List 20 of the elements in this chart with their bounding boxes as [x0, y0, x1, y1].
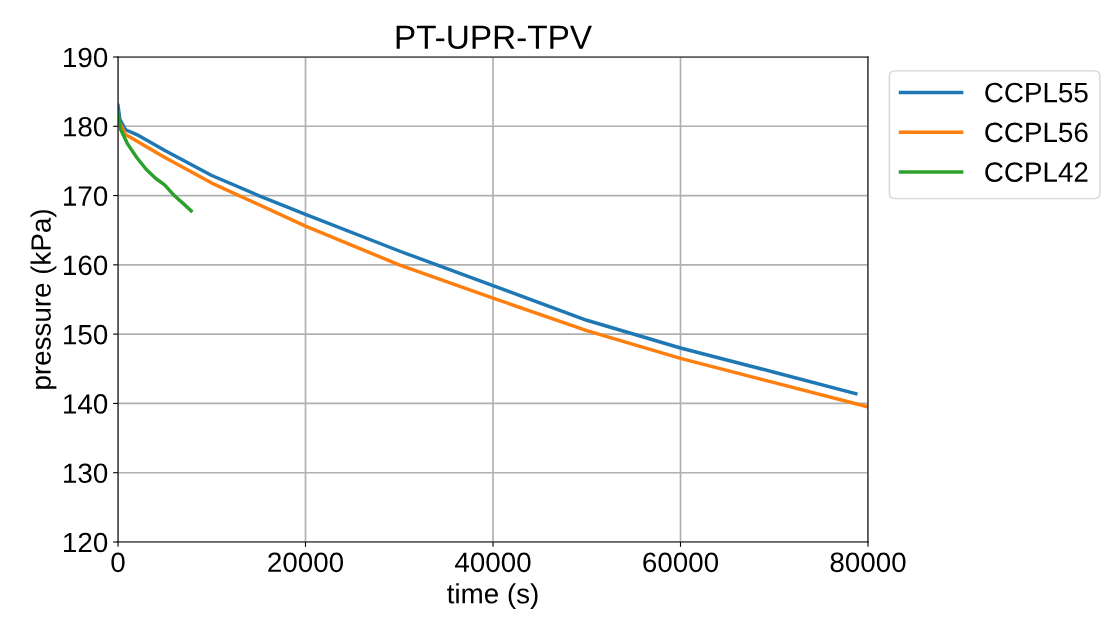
y-tick-label: 180: [64, 116, 108, 137]
y-tick-label: 170: [64, 186, 108, 206]
y-tick-label: 190: [64, 47, 108, 68]
legend-label: CCPL42: [985, 162, 1088, 182]
y-tick-label: 160: [64, 255, 108, 276]
y-axis-title: pressure (kPa): [30, 210, 57, 389]
y-tick-label: 150: [64, 324, 108, 345]
legend-label: CCPL55: [985, 82, 1088, 103]
y-tick-label: 140: [64, 394, 108, 414]
legend-label: CCPL56: [985, 122, 1088, 143]
y-tick-label: 130: [64, 463, 108, 484]
chart-title: PT-UPR-TPV: [396, 25, 592, 49]
x-tick-label: 60000: [643, 552, 719, 573]
x-axis-title: time (s): [447, 583, 538, 610]
x-tick-label: 0: [111, 552, 125, 573]
y-tick-label: 120: [64, 532, 108, 553]
x-tick-label: 40000: [455, 552, 531, 573]
line-series: [118, 110, 193, 213]
x-tick-label: 80000: [830, 552, 906, 573]
x-tick-label: 20000: [268, 552, 344, 573]
